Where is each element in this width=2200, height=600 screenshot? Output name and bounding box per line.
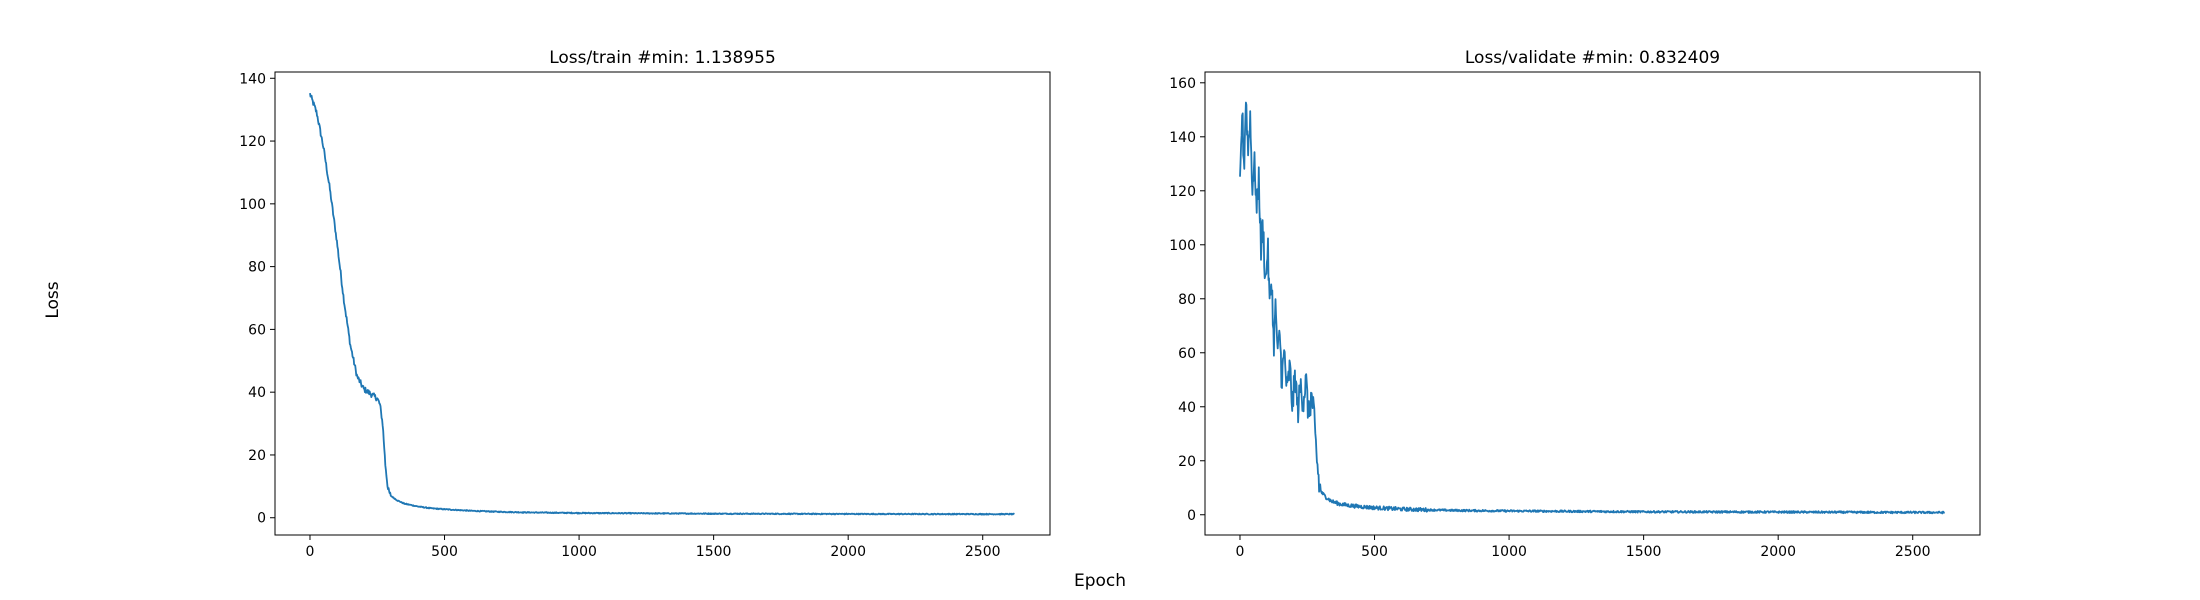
- train-y-tick-label: 80: [248, 260, 266, 276]
- validate-y-tick-label: 60: [1178, 346, 1196, 362]
- train-loss-line: [309, 92, 1015, 516]
- train-y-tick-label: 40: [248, 385, 266, 401]
- validate-x-tick-label: 2500: [1895, 544, 1931, 560]
- train-y-tick-label: 60: [248, 322, 266, 338]
- train-x-tick-label: 1000: [561, 544, 597, 560]
- validate-x-tick-label: 500: [1361, 544, 1388, 560]
- train-x-tick-label: 0: [306, 544, 315, 560]
- validate-y-tick-label: 80: [1178, 292, 1196, 308]
- y-axis-label: Loss: [43, 281, 63, 318]
- train-x-tick-label: 2500: [965, 544, 1001, 560]
- validate-loss-line: [1239, 101, 1946, 515]
- train-plot-frame: [274, 71, 1051, 536]
- train-y-tick-label: 120: [239, 134, 266, 150]
- validate-x-tick-label: 1000: [1491, 544, 1527, 560]
- train-x-tick-label: 500: [431, 544, 458, 560]
- x-axis-label: Epoch: [1074, 571, 1126, 591]
- train-plot-title: Loss/train #min: 1.138955: [549, 48, 776, 68]
- validate-x-tick-label: 1500: [1626, 544, 1662, 560]
- train-y-tick-label: 100: [239, 197, 266, 213]
- validate-y-tick-label: 20: [1178, 454, 1196, 470]
- validate-y-tick-label: 100: [1169, 238, 1196, 254]
- validate-y-tick-label: 120: [1169, 184, 1196, 200]
- train-y-tick-label: 140: [239, 71, 266, 87]
- validate-x-tick-label: 0: [1236, 544, 1245, 560]
- validate-y-tick-label: 160: [1169, 76, 1196, 92]
- validate-y-tick-label: 40: [1178, 400, 1196, 416]
- train-y-tick-label: 20: [248, 448, 266, 464]
- train-y-tick-label: 0: [257, 511, 266, 527]
- validate-plot-title: Loss/validate #min: 0.832409: [1465, 48, 1720, 68]
- train-x-tick-label: 2000: [830, 544, 866, 560]
- validate-x-tick-label: 2000: [1760, 544, 1796, 560]
- validate-y-tick-label: 140: [1169, 130, 1196, 146]
- validate-plot-frame: [1204, 71, 1981, 536]
- validate-y-tick-label: 0: [1187, 508, 1196, 524]
- train-x-tick-label: 1500: [696, 544, 732, 560]
